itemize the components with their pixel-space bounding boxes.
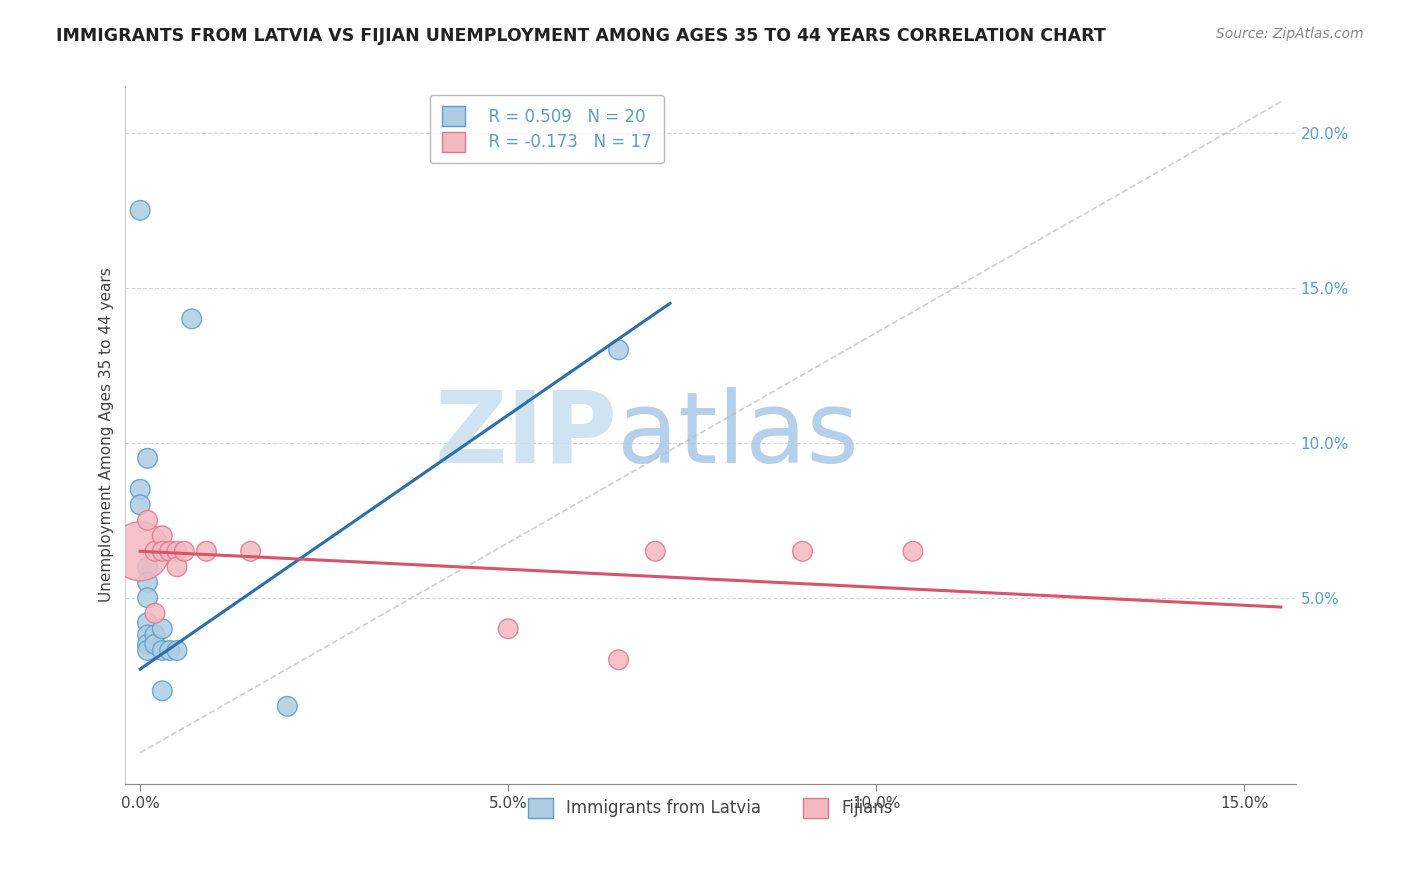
Point (136, 643, 159, 657)
Point (276, 699, 298, 714)
Point (150, 683, 173, 698)
Legend: Immigrants from Latvia, Fijians: Immigrants from Latvia, Fijians (522, 791, 900, 824)
Point (159, 544, 181, 558)
Point (159, 643, 181, 657)
Text: atlas: atlas (617, 386, 859, 483)
Text: ZIP: ZIP (434, 386, 617, 483)
Point (136, 615, 159, 630)
Point (136, 637, 159, 651)
Point (792, 544, 814, 558)
Point (150, 643, 173, 657)
Point (143, 637, 166, 651)
Point (173, 544, 195, 558)
Point (136, 559, 159, 574)
Point (166, 544, 188, 558)
Point (150, 544, 173, 558)
Point (166, 559, 188, 574)
Point (143, 628, 166, 642)
Point (136, 591, 159, 605)
Point (239, 544, 262, 558)
Point (901, 544, 924, 558)
Point (195, 544, 218, 558)
Point (180, 311, 202, 326)
Point (496, 622, 519, 636)
Point (150, 622, 173, 636)
Point (129, 203, 152, 218)
Point (129, 544, 152, 558)
Point (136, 451, 159, 466)
Point (129, 483, 152, 497)
Point (166, 643, 188, 657)
Point (607, 653, 630, 667)
Point (607, 343, 630, 357)
Point (136, 575, 159, 590)
Point (136, 628, 159, 642)
Point (143, 544, 166, 558)
Text: Source: ZipAtlas.com: Source: ZipAtlas.com (1216, 27, 1364, 41)
Point (143, 607, 166, 621)
Point (136, 513, 159, 527)
Point (150, 529, 173, 543)
Y-axis label: Unemployment Among Ages 35 to 44 years: Unemployment Among Ages 35 to 44 years (100, 268, 114, 602)
Text: IMMIGRANTS FROM LATVIA VS FIJIAN UNEMPLOYMENT AMONG AGES 35 TO 44 YEARS CORRELAT: IMMIGRANTS FROM LATVIA VS FIJIAN UNEMPLO… (56, 27, 1107, 45)
Point (644, 544, 666, 558)
Point (129, 498, 152, 512)
